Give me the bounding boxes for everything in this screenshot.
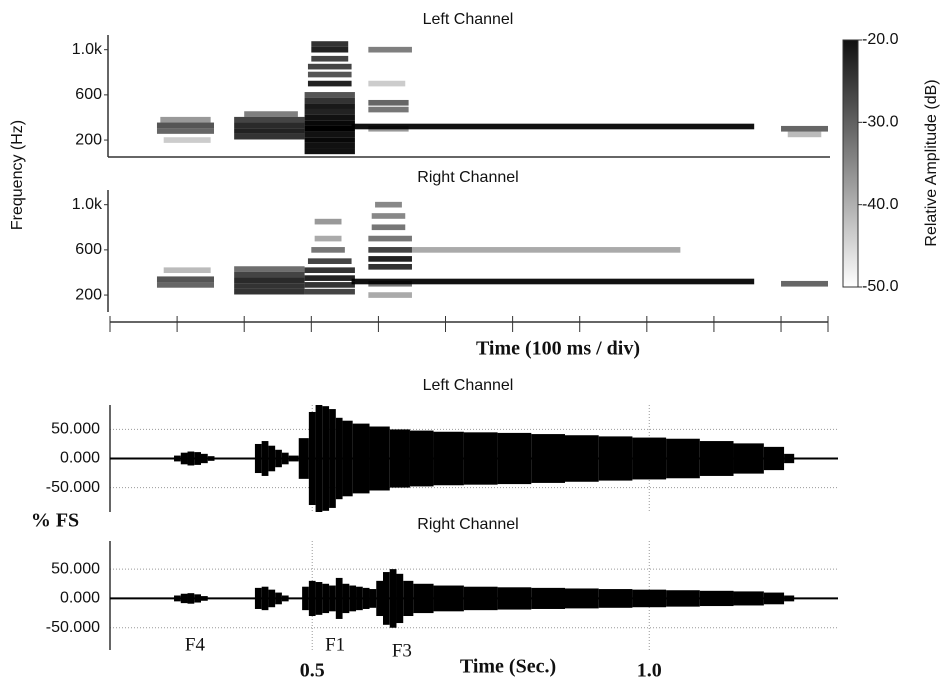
y-tick-label: 200 [75, 286, 102, 303]
y-tick-label: 1.0k [72, 196, 103, 213]
spectral-cell [234, 116, 305, 123]
colorbar-tick-label: -40.0 [862, 196, 899, 213]
spectral-cell [304, 120, 355, 126]
spectral-cell [351, 123, 755, 130]
spectral-cell [304, 103, 355, 109]
y-tick-label: 50.000 [51, 560, 100, 577]
spectral-cell [368, 80, 406, 87]
spectral-cell [314, 235, 342, 242]
spectral-cell [234, 277, 305, 284]
colorbar-tick-label: -50.0 [862, 278, 899, 295]
spectral-cell [368, 46, 412, 53]
x-axis-label: Time (Sec.) [460, 656, 556, 678]
y-tick-label: 200 [75, 131, 102, 148]
y-tick-label: 50.000 [51, 421, 100, 438]
spectral-cell [368, 292, 412, 298]
spectral-cell [368, 256, 412, 262]
spectral-cell [351, 278, 755, 285]
spectral-cell [234, 133, 305, 140]
spectral-cell [304, 137, 355, 143]
spectral-cell [304, 125, 355, 132]
spectral-cell [304, 97, 355, 104]
spectral-cell [234, 283, 305, 289]
spectral-cell [311, 46, 349, 53]
spectral-cell [368, 235, 412, 242]
spectral-cell [311, 55, 349, 62]
colorbar-label: Relative Amplitude (dB) [923, 79, 940, 246]
spectral-cell [371, 224, 406, 231]
spectral-cell [234, 288, 305, 295]
annotation: F3 [392, 640, 412, 661]
y-axis-label: % FS [31, 510, 79, 532]
spectral-cell [234, 266, 305, 272]
panel-title: Right Channel [417, 169, 518, 186]
spectral-cell [368, 263, 412, 270]
spectral-cell [307, 63, 352, 70]
spectral-cell [304, 108, 355, 115]
spectral-cell [307, 80, 352, 87]
x-axis-label: Time (100 ms / div) [476, 338, 640, 360]
spectral-cell [234, 128, 305, 134]
spectral-cell [311, 41, 349, 47]
spectral-cell [234, 271, 305, 278]
spectral-cell [156, 282, 215, 288]
spectral-cell [304, 267, 355, 274]
spectral-cell [314, 218, 342, 225]
spectral-cell [234, 122, 305, 129]
spectral-cell [368, 106, 409, 113]
spectral-cell [304, 131, 355, 138]
spectral-cell [368, 99, 409, 106]
y-tick-label: 0.000 [60, 590, 100, 607]
spectral-cell [304, 92, 355, 98]
spectral-cell [156, 128, 215, 134]
spectral-cell [163, 137, 211, 143]
spectral-cell [304, 288, 355, 295]
y-tick-label: -50.000 [46, 619, 100, 636]
colorbar [842, 39, 859, 288]
y-tick-label: 0.000 [60, 450, 100, 467]
y-tick-label: 600 [75, 241, 102, 258]
spectral-cell [781, 125, 828, 132]
colorbar-tick-label: -20.0 [862, 31, 899, 48]
spectral-cell [244, 111, 298, 117]
spectral-cell [304, 282, 355, 288]
spectral-cell [304, 275, 355, 281]
y-tick-label: 1.0k [72, 41, 103, 58]
spectral-cell [163, 267, 211, 274]
y-tick-label: -50.000 [46, 479, 100, 496]
spectral-cell [781, 280, 828, 287]
panel-title: Left Channel [423, 11, 514, 28]
spectral-cell [307, 258, 352, 264]
spectral-cell [787, 131, 822, 138]
x-tick-label: 1.0 [637, 660, 662, 682]
spectral-cell [304, 114, 355, 121]
spectral-cell [156, 122, 215, 129]
spectral-cell [304, 142, 355, 149]
spectral-cell [411, 247, 681, 253]
annotation: F4 [185, 634, 206, 655]
spectral-cell [307, 71, 352, 78]
spectral-cell [304, 148, 355, 155]
spectral-cell [311, 247, 345, 253]
panel-title: Right Channel [417, 516, 518, 533]
spectral-cell [375, 201, 402, 208]
colorbar-tick-label: -30.0 [862, 114, 899, 131]
spectral-cell [371, 213, 406, 219]
panel-title: Left Channel [423, 377, 514, 394]
spectral-cell [368, 247, 412, 253]
spectral-cell [156, 276, 215, 283]
y-axis-label: Frequency (Hz) [9, 120, 26, 230]
annotation: F1 [325, 634, 345, 655]
spectral-cell [160, 116, 211, 123]
y-tick-label: 600 [75, 86, 102, 103]
x-tick-label: 0.5 [300, 660, 325, 682]
